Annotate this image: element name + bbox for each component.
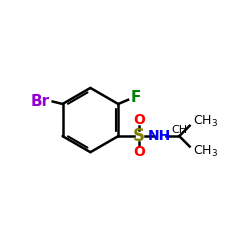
Text: Br: Br xyxy=(31,94,50,109)
Text: S: S xyxy=(133,127,145,145)
Text: NH: NH xyxy=(148,129,171,143)
Text: O: O xyxy=(133,145,145,159)
Text: F: F xyxy=(130,90,141,105)
Text: CH$_3$: CH$_3$ xyxy=(193,114,218,129)
Text: O: O xyxy=(133,113,145,127)
Text: CH: CH xyxy=(171,125,187,135)
Text: CH$_3$: CH$_3$ xyxy=(193,144,218,158)
